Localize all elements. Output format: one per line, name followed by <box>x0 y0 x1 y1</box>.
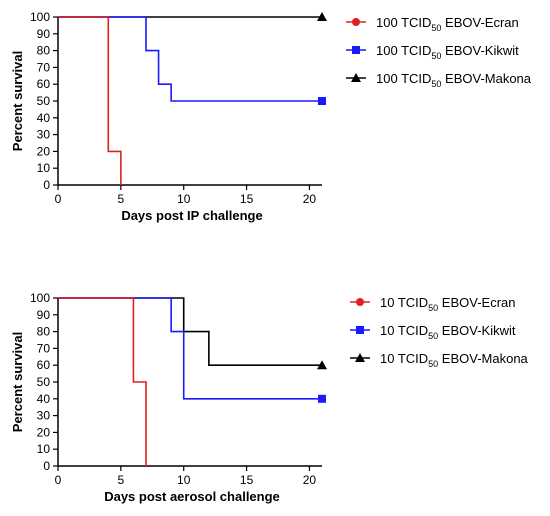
y-tick-label: 60 <box>37 77 51 91</box>
y-tick-label: 40 <box>37 392 51 406</box>
x-tick-label: 20 <box>303 192 317 206</box>
series-line-square <box>58 16 322 102</box>
y-tick-label: 90 <box>37 27 51 41</box>
legend-label: 100 TCID50 EBOV-Ecran <box>376 15 519 33</box>
series-line-circle <box>58 297 147 466</box>
legend-marker-circle <box>352 18 360 26</box>
y-axis-title: Percent survival <box>10 332 25 432</box>
chart-panel-2: 0 10 20 30 40 50 60 70 80 90 100 0 5 10 15 20 Days post … <box>10 291 529 504</box>
x-tick-label: 15 <box>240 473 254 487</box>
y-tick-label: 100 <box>30 291 50 305</box>
chart-panel-1: 0 10 20 30 40 50 60 70 80 90 100 0 5 10 15 20 Days post … <box>10 10 532 223</box>
y-tick-label: 90 <box>37 308 51 322</box>
x-axis-title: Days post aerosol challenge <box>104 489 280 504</box>
y-tick-label: 60 <box>37 358 51 372</box>
x-tick-label: 5 <box>118 473 125 487</box>
series-line-square <box>58 297 322 400</box>
series-line-circle <box>58 16 122 185</box>
y-tick-label: 70 <box>37 60 51 74</box>
legend-label: 10 TCID50 EBOV-Makona <box>380 351 529 369</box>
legend-entry: 100 TCID50 EBOV-Makona <box>346 71 532 89</box>
y-tick-label: 30 <box>37 128 51 142</box>
x-tick-label: 15 <box>240 192 254 206</box>
legend-label: 10 TCID50 EBOV-Kikwit <box>380 323 516 341</box>
legend-entry: 10 TCID50 EBOV-Ecran <box>350 295 516 313</box>
series-end-marker-square <box>318 97 326 105</box>
series-end-marker-triangle <box>317 360 327 370</box>
y-tick-label: 20 <box>37 425 51 439</box>
y-tick-label: 10 <box>37 161 51 175</box>
x-tick-label: 0 <box>55 473 62 487</box>
legend-label: 100 TCID50 EBOV-Makona <box>376 71 532 89</box>
x-tick-label: 0 <box>55 192 62 206</box>
y-tick-label: 50 <box>37 375 51 389</box>
legend-entry: 10 TCID50 EBOV-Makona <box>350 351 529 369</box>
series-line-triangle <box>58 297 322 367</box>
y-tick-label: 50 <box>37 94 51 108</box>
y-tick-label: 40 <box>37 111 51 125</box>
legend-marker-triangle <box>355 353 365 362</box>
series-end-marker-triangle <box>317 12 327 21</box>
x-axis-title: Days post IP challenge <box>121 208 262 223</box>
legend-entry: 100 TCID50 EBOV-Ecran <box>346 15 519 33</box>
legend-entry: 100 TCID50 EBOV-Kikwit <box>346 43 519 61</box>
legend-entry: 10 TCID50 EBOV-Kikwit <box>350 323 516 341</box>
y-axis-title: Percent survival <box>10 51 25 151</box>
x-tick-label: 10 <box>177 192 191 206</box>
legend-label: 10 TCID50 EBOV-Ecran <box>380 295 516 313</box>
x-tick-label: 20 <box>303 473 317 487</box>
legend-label: 100 TCID50 EBOV-Kikwit <box>376 43 519 61</box>
legend-marker-triangle <box>351 73 361 82</box>
y-tick-label: 70 <box>37 341 51 355</box>
y-tick-label: 80 <box>37 325 51 339</box>
y-tick-label: 30 <box>37 409 51 423</box>
y-tick-label: 20 <box>37 144 51 158</box>
series-end-marker-square <box>318 394 326 403</box>
x-tick-label: 10 <box>177 473 191 487</box>
y-tick-label: 0 <box>43 459 50 473</box>
legend-marker-circle <box>356 298 364 306</box>
y-tick-label: 100 <box>30 10 50 24</box>
x-tick-label: 5 <box>118 192 125 206</box>
y-tick-label: 10 <box>37 442 51 456</box>
legend-marker-square <box>356 326 364 334</box>
y-tick-label: 80 <box>37 44 51 58</box>
legend-marker-square <box>352 46 360 54</box>
y-tick-label: 0 <box>43 178 50 192</box>
